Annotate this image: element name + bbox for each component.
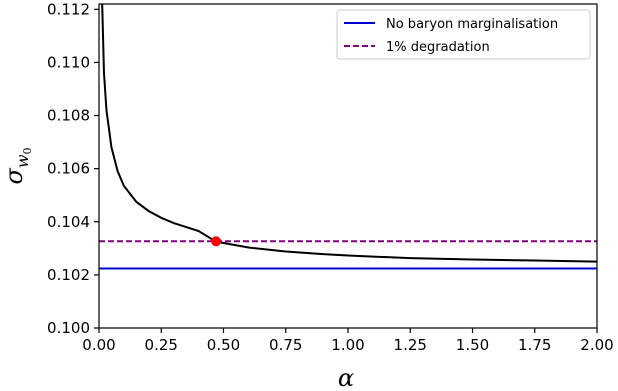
y-tick-label: 0.110 <box>47 53 90 71</box>
y-tick-label: 0.112 <box>47 0 90 18</box>
x-tick-label: 2.00 <box>580 336 613 354</box>
series-line <box>101 4 597 263</box>
y-axis-label-subscript-index: 0 <box>21 147 34 154</box>
y-axis-label: σw0 <box>0 147 34 184</box>
x-tick-label: 0.25 <box>145 336 178 354</box>
legend-label-no-baryon: No baryon marginalisation <box>386 17 558 32</box>
y-axis: 0.100 0.102 0.104 0.106 0.108 0.110 0.112 <box>47 0 99 337</box>
x-tick-label: 1.50 <box>456 336 489 354</box>
y-axis-label-subscript: w <box>13 154 32 168</box>
y-tick-label: 0.106 <box>47 160 90 178</box>
y-axis-label-symbol: σ <box>0 168 28 185</box>
x-axis: 0.00 0.25 0.50 0.75 1.00 1.25 1.50 1.75 2.00 <box>82 328 614 354</box>
x-tick-label: 0.75 <box>269 336 302 354</box>
y-tick-label: 0.102 <box>47 266 90 284</box>
x-axis-label: α <box>338 364 354 391</box>
highlight-point <box>211 236 222 247</box>
plot-area <box>99 4 597 270</box>
y-tick-label: 0.108 <box>47 107 90 125</box>
x-tick-label: 1.75 <box>518 336 551 354</box>
x-tick-label: 0.00 <box>82 336 115 354</box>
x-tick-label: 1.25 <box>394 336 427 354</box>
y-tick-label: 0.104 <box>47 213 90 231</box>
x-tick-label: 0.50 <box>207 336 240 354</box>
y-tick-label: 0.100 <box>47 319 90 337</box>
legend: No baryon marginalisation 1% degradation <box>336 9 591 60</box>
legend-frame <box>336 9 591 60</box>
legend-label-degradation: 1% degradation <box>386 40 490 55</box>
x-tick-label: 1.00 <box>331 336 364 354</box>
